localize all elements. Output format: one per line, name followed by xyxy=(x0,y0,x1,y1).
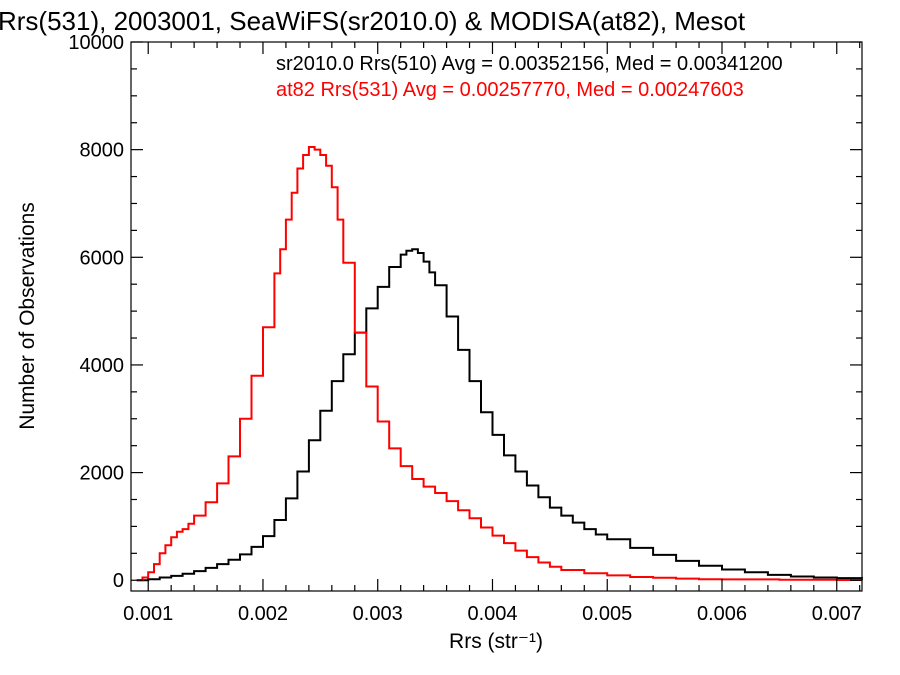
y-tick-labels: 0 2000 4000 6000 8000 10000 xyxy=(68,32,124,592)
x-axis-title: Rrs (str⁻¹) xyxy=(449,630,543,653)
legend-entry-red: at82 Rrs(531) Avg = 0.00257770, Med = 0.… xyxy=(276,79,744,101)
x-tick-label: 0.004 xyxy=(467,603,517,625)
axis-ticks xyxy=(131,41,862,591)
series-line-red xyxy=(136,146,863,582)
plot-frame xyxy=(130,41,863,592)
x-tick-label: 0.005 xyxy=(582,603,632,625)
y-axis-title: Number of Observations xyxy=(16,202,39,430)
series-line-black xyxy=(136,248,863,582)
x-tick-label: 0.003 xyxy=(353,603,403,625)
x-tick-label: 0.007 xyxy=(812,603,862,625)
y-tick-label: 0 xyxy=(113,570,124,592)
legend-entry-black: sr2010.0 Rrs(510) Avg = 0.00352156, Med … xyxy=(276,53,783,75)
x-tick-label: 0.001 xyxy=(123,603,173,625)
y-tick-label: 10000 xyxy=(68,32,124,54)
series-layer xyxy=(136,146,863,582)
x-tick-label: 0.006 xyxy=(697,603,747,625)
x-tick-label: 0.002 xyxy=(238,603,288,625)
chart-title: Rrs(531), 2003001, SeaWiFS(sr2010.0) & M… xyxy=(0,6,746,36)
y-tick-label: 2000 xyxy=(80,463,125,485)
y-tick-label: 4000 xyxy=(80,355,125,377)
y-tick-label: 6000 xyxy=(80,247,125,269)
x-tick-labels: 0.001 0.002 0.003 0.004 0.005 0.006 0.007 xyxy=(123,603,862,625)
y-tick-label: 8000 xyxy=(80,140,125,162)
